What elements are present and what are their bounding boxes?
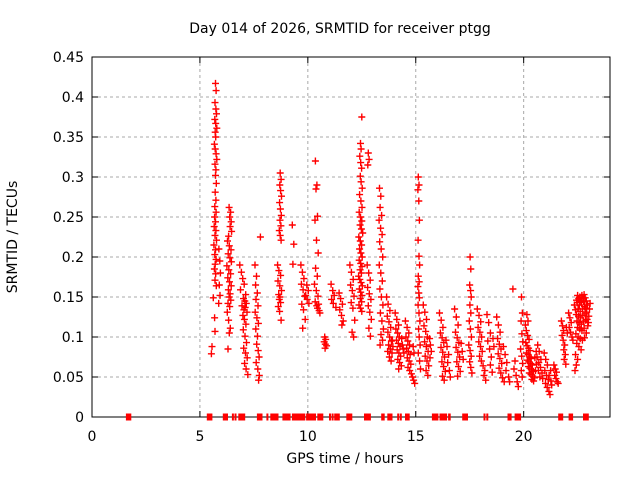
- x-tick-label: 15: [407, 429, 425, 445]
- y-tick-label: 0.15: [53, 290, 84, 306]
- zero-run-marker: [291, 413, 306, 421]
- y-tick-label: 0.2: [62, 250, 84, 266]
- tick-labels: 0 5 10 15 20 0 0.05 0.1 0.15 0.2 0.25 0.3 0.35 0.4 0.4…: [53, 50, 533, 445]
- zero-run-marker: [399, 413, 402, 421]
- y-tick-label: 0.05: [53, 370, 84, 386]
- x-tick-label: 5: [195, 429, 204, 445]
- y-tick-label: 0.1: [62, 330, 84, 346]
- zero-run-marker: [282, 413, 291, 421]
- data-points-layer: [207, 79, 594, 399]
- zero-run-marker: [405, 413, 410, 421]
- y-tick-label: 0.3: [62, 170, 84, 186]
- x-axis-label: GPS time / hours: [286, 451, 403, 467]
- y-tick-label: 0: [75, 410, 84, 426]
- y-tick-label: 0.45: [53, 50, 84, 66]
- zero-run-marker: [331, 413, 334, 421]
- data-points: [207, 79, 594, 399]
- zero-run-marker: [558, 413, 564, 421]
- zero-run-marker: [334, 413, 340, 421]
- zero-run-marker: [238, 413, 246, 421]
- x-tick-label: 20: [515, 429, 533, 445]
- y-tick-label: 0.4: [62, 90, 84, 106]
- zero-run-marker: [483, 413, 486, 421]
- zero-run-marker: [448, 413, 451, 421]
- zero-run-marker: [431, 413, 439, 421]
- chart-title: Day 014 of 2026, SRMTID for receiver ptg…: [189, 21, 491, 37]
- zero-run-marker: [346, 413, 353, 421]
- zero-run-marker: [222, 413, 228, 421]
- zero-run-marker: [231, 413, 234, 421]
- zero-run-marker: [266, 413, 269, 421]
- zero-run-marker: [486, 413, 489, 421]
- x-tick-label: 10: [299, 429, 317, 445]
- zero-run-marker: [306, 413, 316, 421]
- zero-run-marker: [364, 413, 371, 421]
- y-axis-label: SRMTID / TECUs: [5, 181, 21, 294]
- zero-run-marker: [583, 413, 589, 421]
- x-tick-label: 0: [88, 429, 97, 445]
- y-tick-label: 0.25: [53, 210, 84, 226]
- zero-run-marker: [234, 413, 237, 421]
- zero-run-marker: [514, 413, 522, 421]
- zero-run-marker: [317, 413, 324, 421]
- zero-run-marker: [568, 413, 574, 421]
- zero-run-marker: [387, 413, 393, 421]
- zero-run-marker: [397, 413, 400, 421]
- zero-run-marker: [270, 413, 279, 421]
- zero-run-marker: [439, 413, 448, 421]
- zero-run-marker: [125, 413, 132, 421]
- zero-run-marker: [206, 413, 213, 421]
- zero-run-marker: [462, 413, 468, 421]
- zero-run-marker: [507, 413, 512, 421]
- zero-run-marker: [329, 413, 331, 421]
- y-tick-label: 0.35: [53, 130, 84, 146]
- zero-run-marker: [381, 413, 385, 421]
- zero-run-marker: [256, 413, 263, 421]
- zero-value-markers-layer: [125, 413, 589, 421]
